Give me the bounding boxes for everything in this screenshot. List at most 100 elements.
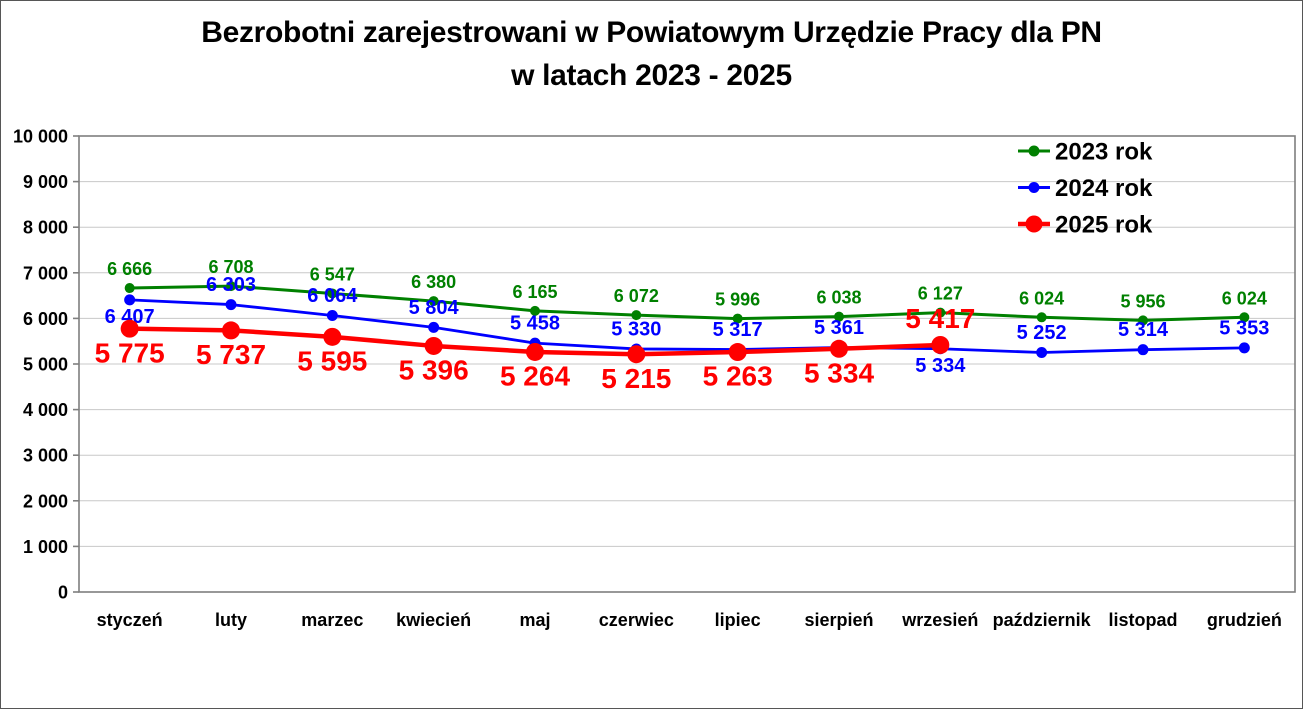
data-label-2024-rok-marzec: 6 064 <box>307 285 358 307</box>
data-point-2025-rok-lipiec <box>728 343 747 362</box>
x-category-label-styczeń: styczeń <box>97 610 163 630</box>
x-category-label-październik: październik <box>993 610 1092 630</box>
plot-border <box>78 135 1296 593</box>
data-label-2025-rok-czerwiec: 5 215 <box>601 363 671 394</box>
data-point-2023-rok-maj <box>530 305 540 316</box>
legend-label-2025-rok: 2025 rok <box>1055 212 1153 239</box>
data-point-2024-rok-kwiecień <box>428 321 440 333</box>
data-point-2023-rok-lipiec <box>732 313 743 324</box>
legend-label-2024-rok: 2024 rok <box>1055 175 1153 202</box>
data-point-2023-rok-luty <box>226 281 236 292</box>
legend-marker-icon <box>1028 182 1040 193</box>
data-point-2023-rok-grudzień <box>1239 312 1250 323</box>
data-point-2025-rok-maj <box>526 342 544 361</box>
y-tick-label: 9 000 <box>23 172 68 192</box>
data-label-2023-rok-marzec: 6 547 <box>310 264 355 284</box>
data-label-2023-rok-sierpień: 6 038 <box>816 288 861 308</box>
legend-marker-icon <box>1028 145 1040 157</box>
data-point-2024-rok-styczeń <box>124 294 136 306</box>
x-category-label-wrzesień: wrzesień <box>901 610 978 630</box>
data-point-2024-rok-październik <box>1036 347 1048 359</box>
data-point-2025-rok-marzec <box>323 327 342 346</box>
legend-item-2023-rok: 2023 rok <box>1018 139 1153 166</box>
data-label-2023-rok-październik: 6 024 <box>1019 288 1064 308</box>
data-point-2025-rok-styczeń <box>120 319 139 338</box>
x-category-label-czerwiec: czerwiec <box>599 610 674 630</box>
data-label-2023-rok-czerwiec: 6 072 <box>614 286 659 306</box>
data-label-2025-rok-styczeń: 5 775 <box>95 337 165 368</box>
data-label-2023-rok-styczeń: 6 666 <box>107 259 152 279</box>
y-tick-label: 6 000 <box>23 309 68 329</box>
data-label-2024-rok-styczeń: 6 407 <box>105 306 155 328</box>
y-tick-label: 4 000 <box>23 400 68 420</box>
chart-title: Bezrobotni zarejestrowani w Powiatowym U… <box>1 11 1302 97</box>
y-tick-label: 7 000 <box>23 263 68 283</box>
data-label-2025-rok-kwiecień: 5 396 <box>399 355 469 386</box>
series-line-2023-rok <box>129 284 1245 322</box>
y-tick-label: 5 000 <box>23 355 68 375</box>
x-category-label-grudzień: grudzień <box>1207 610 1282 630</box>
series-2024-rok: 6 407 6 303 6 064 5 804 5 458 5 330 5 317 5 361… <box>105 274 1270 377</box>
data-label-2024-rok-maj: 5 458 <box>510 313 560 335</box>
y-tick-label: 10 000 <box>13 127 68 147</box>
x-category-label-listopad: listopad <box>1108 610 1177 630</box>
data-label-2025-rok-wrzesień: 5 417 <box>905 303 975 334</box>
data-point-2025-rok-czerwiec <box>627 345 646 364</box>
series-2025-rok: 5 775 5 737 5 595 5 396 5 264 5 215 5 263 5 334… <box>95 303 976 394</box>
data-label-2025-rok-maj: 5 264 <box>500 361 570 392</box>
data-point-2025-rok-kwiecień <box>424 336 443 355</box>
legend: 2023 rok 2024 rok 2025 rok <box>1018 139 1153 239</box>
data-label-2025-rok-lipiec: 5 263 <box>703 361 773 392</box>
data-label-2025-rok-sierpień: 5 334 <box>804 357 874 388</box>
data-label-2025-rok-luty: 5 737 <box>196 339 266 370</box>
data-point-2025-rok-luty <box>222 321 240 340</box>
data-point-2023-rok-sierpień <box>834 311 844 322</box>
data-point-2024-rok-listopad <box>1137 344 1149 356</box>
data-point-2023-rok-listopad <box>1138 315 1148 326</box>
y-tick-label: 0 <box>58 583 68 603</box>
data-label-2025-rok-marzec: 5 595 <box>297 346 367 377</box>
x-category-label-kwiecień: kwiecień <box>396 610 471 630</box>
data-label-2023-rok-wrzesień: 6 127 <box>918 284 963 304</box>
x-category-label-sierpień: sierpień <box>804 610 873 630</box>
data-point-2023-rok-marzec <box>327 288 338 299</box>
data-label-2023-rok-maj: 6 165 <box>512 282 557 302</box>
data-label-2024-rok-lipiec: 5 317 <box>713 319 763 341</box>
data-point-2023-rok-styczeń <box>124 283 135 294</box>
x-category-label-marzec: marzec <box>301 610 363 630</box>
data-point-2025-rok-sierpień <box>830 339 848 358</box>
chart-title-line1: Bezrobotni zarejestrowani w Powiatowym U… <box>201 16 1102 49</box>
data-label-2023-rok-luty: 6 708 <box>208 257 253 277</box>
y-tick-label: 1 000 <box>23 537 68 557</box>
data-point-2023-rok-wrzesień <box>935 307 946 318</box>
legend-item-2025-rok: 2025 rok <box>1018 212 1153 239</box>
y-tick-label: 3 000 <box>23 446 68 466</box>
legend-item-2024-rok: 2024 rok <box>1018 175 1153 202</box>
y-tick-label: 2 000 <box>23 491 68 511</box>
data-label-2024-rok-kwiecień: 5 804 <box>409 297 460 319</box>
x-category-label-luty: luty <box>215 610 247 630</box>
x-category-label-maj: maj <box>519 610 550 630</box>
x-category-label-lipiec: lipiec <box>715 610 761 630</box>
data-point-2023-rok-czerwiec <box>631 310 642 321</box>
legend-label-2023-rok: 2023 rok <box>1055 139 1153 166</box>
chart-title-line2: w latach 2023 - 2025 <box>511 59 792 92</box>
data-label-2024-rok-luty: 6 303 <box>206 274 256 296</box>
data-point-2023-rok-październik <box>1036 312 1047 323</box>
series-2023-rok: 6 666 6 708 6 547 6 380 6 165 6 072 5 996 6 038… <box>107 257 1267 326</box>
data-label-2024-rok-grudzień: 5 353 <box>1219 317 1269 339</box>
data-label-2023-rok-kwiecień: 6 380 <box>411 272 456 292</box>
data-point-2024-rok-grudzień <box>1238 342 1250 354</box>
data-label-2023-rok-lipiec: 5 996 <box>715 290 760 310</box>
data-point-2024-rok-marzec <box>326 309 338 321</box>
data-label-2023-rok-listopad: 5 956 <box>1120 291 1165 311</box>
data-label-2023-rok-grudzień: 6 024 <box>1222 288 1267 308</box>
data-label-2024-rok-wrzesień: 5 334 <box>915 355 966 377</box>
y-tick-label: 8 000 <box>23 218 68 238</box>
series-line-2024-rok <box>129 298 1245 354</box>
data-point-2024-rok-luty <box>225 299 237 311</box>
data-point-2025-rok-wrzesień <box>931 335 950 354</box>
legend-marker-icon <box>1025 215 1043 233</box>
